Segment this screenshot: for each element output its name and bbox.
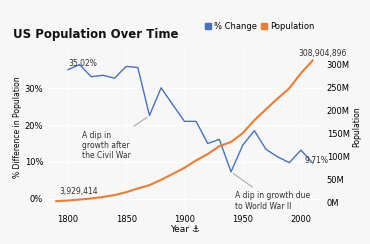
Text: 3,929,414: 3,929,414 <box>60 187 98 196</box>
X-axis label: Year ⚓: Year ⚓ <box>170 225 200 234</box>
Text: 35.02%: 35.02% <box>68 59 97 68</box>
Text: US Population Over Time: US Population Over Time <box>13 28 178 41</box>
Text: A dip in growth due
to World War II: A dip in growth due to World War II <box>233 173 310 211</box>
Text: A dip in
growth after
the Civil War: A dip in growth after the Civil War <box>82 117 147 160</box>
Text: 308,904,896: 308,904,896 <box>299 49 347 58</box>
Y-axis label: Population: Population <box>353 107 361 147</box>
Text: 9.71%: 9.71% <box>305 156 329 164</box>
Legend: % Change, Population: % Change, Population <box>201 18 318 34</box>
Y-axis label: % Difference in Population: % Difference in Population <box>13 76 22 178</box>
